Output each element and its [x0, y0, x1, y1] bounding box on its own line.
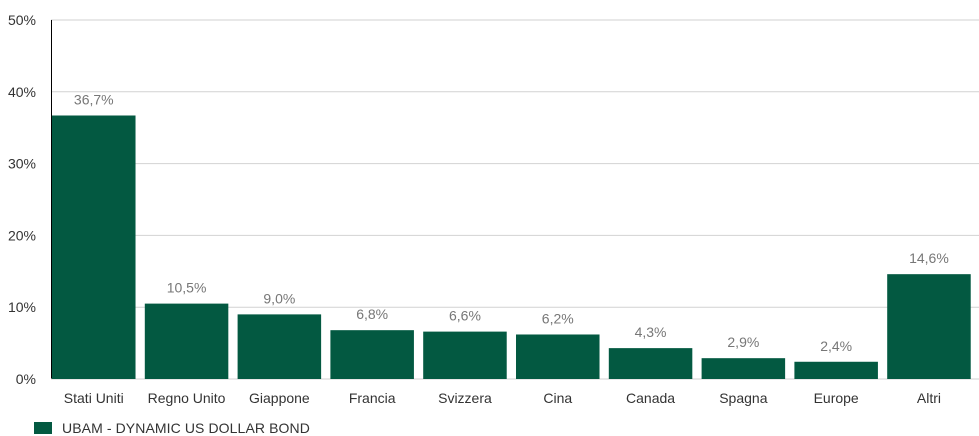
legend-label: UBAM - DYNAMIC US DOLLAR BOND: [62, 420, 310, 436]
bar: [794, 361, 878, 379]
data-label: 36,7%: [74, 91, 114, 107]
data-label: 14,6%: [909, 250, 949, 266]
data-label: 10,5%: [167, 280, 207, 296]
bar: [608, 348, 693, 379]
x-tick-label: Spagna: [719, 390, 767, 406]
data-label: 2,9%: [727, 334, 759, 350]
bar: [701, 358, 786, 379]
legend-swatch: [34, 422, 52, 434]
bar: [423, 331, 507, 379]
x-tick-label: Giappone: [249, 390, 310, 406]
y-tick-label: 10%: [8, 299, 36, 315]
y-tick-label: 40%: [8, 84, 36, 100]
x-tick-label: Stati Uniti: [64, 390, 124, 406]
bar: [887, 274, 971, 379]
data-label: 6,6%: [449, 308, 481, 324]
bar: [52, 115, 136, 379]
x-tick-label: Svizzera: [438, 390, 492, 406]
data-label: 9,0%: [263, 290, 295, 306]
x-tick-label: Regno Unito: [148, 390, 226, 406]
y-tick-label: 20%: [8, 227, 36, 243]
y-tick-label: 0%: [16, 371, 36, 387]
y-tick-label: 30%: [8, 156, 36, 172]
x-tick-label: Francia: [349, 390, 396, 406]
x-tick-label: Europe: [814, 390, 859, 406]
bar: [516, 334, 600, 379]
bar: [237, 314, 322, 379]
data-label: 6,2%: [542, 310, 574, 326]
x-tick-label: Cina: [543, 390, 572, 406]
bar: [144, 303, 229, 379]
data-label: 2,4%: [820, 338, 852, 354]
y-tick-label: 50%: [8, 12, 36, 28]
x-tick-label: Canada: [626, 390, 675, 406]
legend: UBAM - DYNAMIC US DOLLAR BOND: [34, 420, 310, 436]
bar: [330, 330, 414, 379]
data-label: 6,8%: [356, 306, 388, 322]
x-tick-label: Altri: [917, 390, 941, 406]
data-label: 4,3%: [635, 324, 667, 340]
